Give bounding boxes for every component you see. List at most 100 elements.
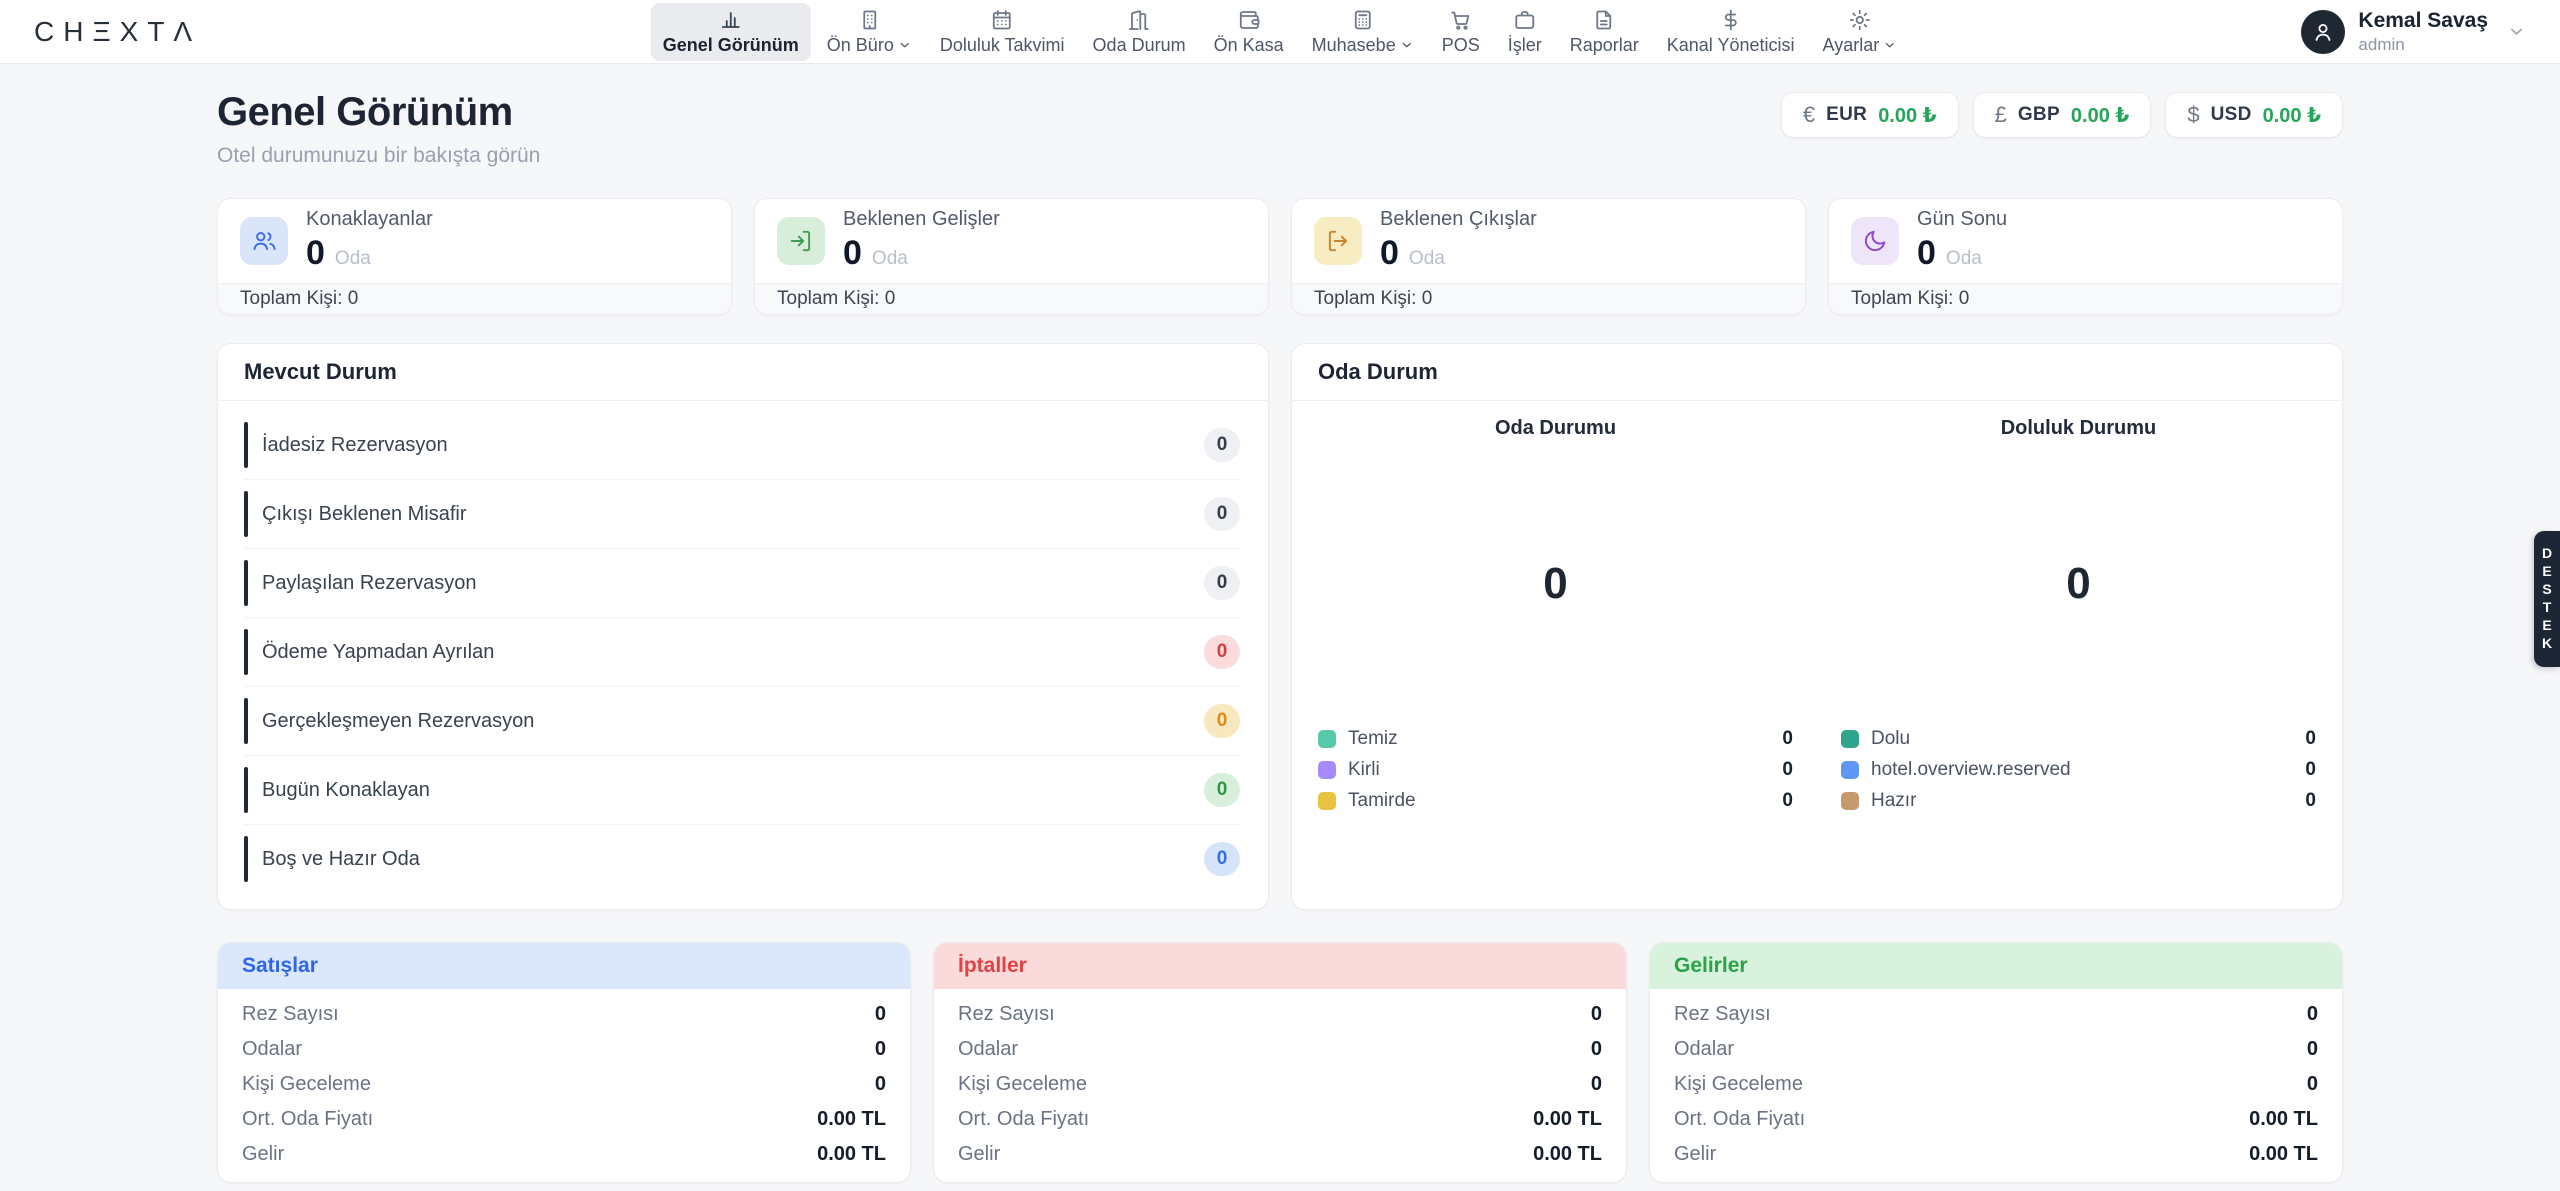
metric-row: Rez Sayısı 0 <box>242 997 886 1032</box>
nav-item-oda-durum[interactable]: Oda Durum <box>1081 3 1198 61</box>
legend-value: 0 <box>1782 728 1793 749</box>
legend-label: Hazır <box>1871 790 1917 811</box>
sales-panel-gelirler: Gelirler Rez Sayısı 0 Odalar 0 Kişi Gece… <box>1649 942 2343 1183</box>
brand-logo: CHΞXTΛ <box>34 15 202 47</box>
metric-value: 0 <box>2306 1038 2318 1060</box>
stat-value: 0 <box>1917 234 1936 272</box>
status-label: Ödeme Yapmadan Ayrılan <box>262 640 495 663</box>
metric-row: Odalar 0 <box>958 1032 1602 1067</box>
dollar-icon <box>1719 8 1743 32</box>
dollar-icon: $ <box>2187 102 2200 127</box>
metric-value: 0.00 TL <box>1533 1108 1602 1130</box>
status-row-gerceklesmeyen-rezervasyon[interactable]: Gerçekleşmeyen Rezervasyon 0 <box>244 687 1242 756</box>
stat-value: 0 <box>306 234 325 272</box>
panel-title: İptaller <box>934 943 1626 989</box>
status-row-bos-ve-hazir-oda[interactable]: Boş ve Hazır Oda 0 <box>244 825 1242 893</box>
status-badge: 0 <box>1204 842 1240 876</box>
status-row-cikisi-beklenen-misafir[interactable]: Çıkışı Beklenen Misafir 0 <box>244 480 1242 549</box>
nav-item-on-buro[interactable]: Ön Büro <box>815 3 924 61</box>
chevron-down-icon <box>1400 38 1414 52</box>
stat-card-gun-sonu: Gün Sonu 0 Oda Toplam Kişi: 0 <box>1828 198 2343 315</box>
accent-bar <box>244 836 248 882</box>
nav-item-raporlar[interactable]: Raporlar <box>1558 3 1651 61</box>
moon-icon <box>1851 217 1899 265</box>
stat-title: Konaklayanlar <box>306 208 433 230</box>
stat-cards-row: Konaklayanlar 0 Oda Toplam Kişi: 0 Bekle… <box>217 198 2343 315</box>
legend-label: Kirli <box>1348 759 1380 780</box>
currency-pill-eur: € EUR 0.00 ₺ <box>1780 92 1959 138</box>
accent-bar <box>244 629 248 675</box>
occupancy-chart: Doluluk Durumu 0 Dolu 0 <box>1841 417 2316 812</box>
legend-item-temiz: Temiz 0 <box>1318 728 1793 750</box>
legend-label: hotel.overview.reserved <box>1871 759 2071 780</box>
room-status-chart: Oda Durumu 0 Temiz 0 <box>1318 417 1793 812</box>
nav-item-pos[interactable]: POS <box>1430 3 1492 61</box>
metric-value: 0.00 TL <box>1533 1143 1602 1165</box>
metric-row: Ort. Oda Fiyatı 0.00 TL <box>1674 1102 2318 1137</box>
nav-item-isler[interactable]: İşler <box>1496 3 1554 61</box>
nav-item-kanal-yoneticisi[interactable]: Kanal Yöneticisi <box>1655 3 1807 61</box>
page-header: Genel Görünüm Otel durumunuzu bir bakışt… <box>217 90 2343 168</box>
legend-item-kirli: Kirli 0 <box>1318 759 1793 781</box>
legend-swatch <box>1841 792 1859 810</box>
metric-value: 0 <box>1590 1073 1602 1095</box>
metric-label: Rez Sayısı <box>1674 1003 1771 1025</box>
legend-value: 0 <box>2305 728 2316 749</box>
user-role: admin <box>2358 34 2405 54</box>
donut-chart-oda-durumu: 0 <box>1318 440 1793 728</box>
nav-label: Muhasebe <box>1311 34 1396 55</box>
currency-pill-usd: $ USD 0.00 ₺ <box>2165 92 2343 138</box>
metric-label: Ort. Oda Fiyatı <box>1674 1108 1806 1130</box>
support-tab[interactable]: DESTEK <box>2534 531 2560 667</box>
chevron-down-icon <box>2507 22 2526 41</box>
stat-value: 0 <box>843 234 862 272</box>
nav-label: Doluluk Takvimi <box>939 34 1065 55</box>
status-row-paylasilan-rezervasyon[interactable]: Paylaşılan Rezervasyon 0 <box>244 549 1242 618</box>
stat-footer: Toplam Kişi: 0 <box>218 283 731 314</box>
accent-bar <box>244 422 248 468</box>
status-row-odeme-yapmadan-ayrilan[interactable]: Ödeme Yapmadan Ayrılan 0 <box>244 618 1242 687</box>
nav-label: İşler <box>1507 34 1542 55</box>
chevron-down-icon <box>1883 38 1897 52</box>
status-row-iadesiz-rezervasyon[interactable]: İadesiz Rezervasyon 0 <box>244 411 1242 480</box>
nav-item-muhasebe[interactable]: Muhasebe <box>1300 3 1426 61</box>
status-row-bugun-konaklayan[interactable]: Bugün Konaklayan 0 <box>244 756 1242 825</box>
metric-label: Odalar <box>242 1038 303 1060</box>
middle-row: Mevcut Durum İadesiz Rezervasyon 0 Çıkış… <box>217 343 2343 910</box>
currency-code: GBP <box>2017 104 2060 125</box>
nav-item-doluluk-takvimi[interactable]: Doluluk Takvimi <box>928 3 1077 61</box>
legend-value: 0 <box>2305 790 2316 811</box>
nav-item-on-kasa[interactable]: Ön Kasa <box>1202 3 1296 61</box>
status-badge: 0 <box>1204 566 1240 600</box>
legend-swatch <box>1318 761 1336 779</box>
accent-bar <box>244 767 248 813</box>
nav-item-genel-gorunum[interactable]: Genel Görünüm <box>650 2 811 61</box>
metric-value: 0 <box>2306 1003 2318 1025</box>
sales-panel-satislar: Satışlar Rez Sayısı 0 Odalar 0 Kişi Gece… <box>217 942 911 1183</box>
stat-unit: Oda <box>1945 248 1982 269</box>
page-subtitle: Otel durumunuzu bir bakışta görün <box>217 144 541 167</box>
chart-title: Oda Durumu <box>1494 417 1617 439</box>
metric-label: Kişi Geceleme <box>958 1073 1087 1095</box>
currency-code: USD <box>2210 104 2252 125</box>
metric-value: 0 <box>1590 1003 1602 1025</box>
nav-item-ayarlar[interactable]: Ayarlar <box>1811 3 1910 61</box>
metric-label: Gelir <box>958 1143 1001 1165</box>
user-menu[interactable]: Kemal Savaş admin <box>2301 9 2526 55</box>
chart-center-value: 0 <box>1543 559 1568 608</box>
nav-label: Ön Kasa <box>1213 34 1284 55</box>
page-content: Genel Görünüm Otel durumunuzu bir bakışt… <box>0 64 2560 1191</box>
legend-swatch <box>1318 792 1336 810</box>
metric-label: Odalar <box>1674 1038 1735 1060</box>
briefcase-icon <box>1513 8 1537 32</box>
panel-title: Mevcut Durum <box>218 344 1268 401</box>
status-badge: 0 <box>1204 773 1240 807</box>
stat-title: Beklenen Çıkışlar <box>1380 208 1537 230</box>
avatar <box>2301 9 2346 54</box>
legend-item-reserved: hotel.overview.reserved 0 <box>1841 759 2316 781</box>
calendar-icon <box>990 8 1014 32</box>
main-nav: Genel Görünüm Ön Büro Doluluk Takvimi Od… <box>650 2 1910 61</box>
room-status-panel: Oda Durum Oda Durumu 0 Temiz 0 <box>1291 343 2343 910</box>
calculator-icon <box>1351 8 1375 32</box>
metric-label: Gelir <box>1674 1143 1717 1165</box>
